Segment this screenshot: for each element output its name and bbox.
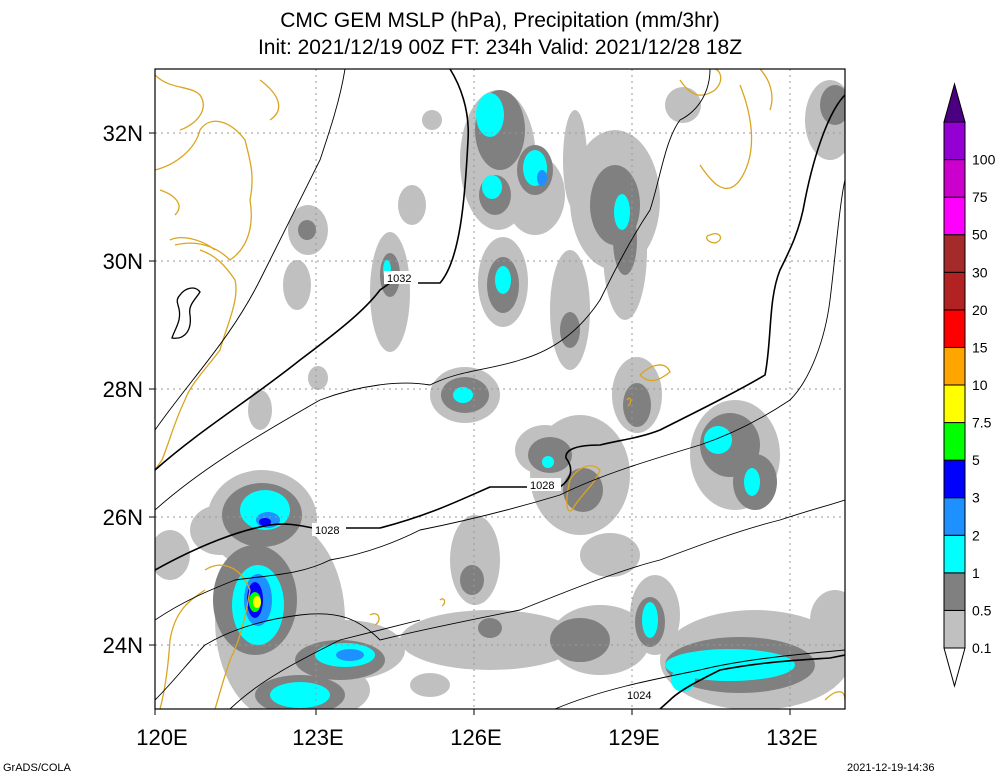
- colorbar-segment-3: [943, 534, 966, 574]
- map-area: 1032 1028 1028 1024: [155, 69, 845, 709]
- colorbar-label-2: 1: [972, 565, 980, 581]
- colorbar-label-12: 75: [972, 189, 988, 205]
- colorbar-segment-11: [943, 234, 966, 273]
- lon-label-120e: 120E: [136, 725, 187, 750]
- colorbar-segment-5: [943, 459, 966, 499]
- colorbar-segment-8: [943, 346, 966, 386]
- colorbar-label-0: 0.1: [972, 640, 992, 656]
- colorbar-label-9: 20: [972, 302, 988, 318]
- colorbar: [943, 82, 966, 688]
- precip-1mm: [232, 93, 795, 708]
- colorbar-segment-7: [943, 384, 966, 424]
- lon-labels: 120E 123E 126E 129E 132E: [136, 725, 817, 750]
- isobar-label-1032: 1032: [387, 273, 411, 285]
- isobars: [155, 69, 845, 709]
- colorbar-label-11: 50: [972, 227, 988, 243]
- colorbar-labels: 0.1 0.5 1 2 3 5 7.5 10 15 20 30 50 75 100: [972, 152, 996, 656]
- lat-label-30n: 30N: [103, 249, 143, 274]
- isobar-label-1028-west: 1028: [315, 525, 339, 537]
- lon-label-126e: 126E: [450, 725, 501, 750]
- colorbar-segment-12: [943, 196, 966, 236]
- lat-label-24n: 24N: [103, 633, 143, 658]
- colorbar-label-7: 10: [972, 377, 988, 393]
- lat-label-28n: 28N: [103, 377, 143, 402]
- colorbar-label-4: 3: [972, 490, 980, 506]
- precip-7mm: [253, 596, 261, 608]
- footer-credit: GrADS/COLA: [3, 762, 71, 774]
- colorbar-segment-14: [943, 121, 966, 161]
- isobar-label-1024: 1024: [627, 690, 651, 702]
- lat-labels: 32N 30N 28N 26N 24N: [103, 121, 143, 658]
- colorbar-segment-0: [943, 647, 966, 688]
- colorbar-segment-10: [943, 271, 966, 311]
- colorbar-segment-6: [943, 422, 966, 461]
- colorbar-segment-top: [943, 82, 966, 123]
- colorbar-label-10: 30: [972, 264, 988, 280]
- lon-label-123e: 123E: [292, 725, 343, 750]
- colorbar-label-5: 5: [972, 452, 980, 468]
- lon-label-129e: 129E: [608, 725, 659, 750]
- chart-title: CMC GEM MSLP (hPa), Precipitation (mm/3h…: [280, 9, 720, 32]
- chart-subtitle: Init: 2021/12/19 00Z FT: 234h Valid: 202…: [257, 36, 743, 59]
- footer-timestamp: 2021-12-19-14:36: [847, 762, 935, 774]
- colorbar-label-6: 7.5: [972, 415, 992, 431]
- isobar-label-1028-east: 1028: [530, 480, 554, 492]
- isobar-labels: 1032 1028 1028 1024: [312, 271, 658, 702]
- colorbar-segment-4: [943, 497, 966, 536]
- lat-label-32n: 32N: [103, 121, 143, 146]
- colorbar-segment-13: [943, 159, 966, 198]
- axis-ticks: [149, 132, 791, 715]
- lat-label-26n: 26N: [103, 505, 143, 530]
- colorbar-label-8: 15: [972, 339, 988, 355]
- coastlines: [155, 69, 845, 709]
- lon-label-132e: 132E: [766, 725, 817, 750]
- colorbar-segment-1: [943, 609, 966, 649]
- colorbar-label-13: 100: [972, 152, 996, 168]
- colorbar-label-3: 2: [972, 527, 980, 543]
- colorbar-segment-9: [943, 309, 966, 348]
- island-outline: [171, 287, 201, 339]
- colorbar-segment-2: [943, 572, 966, 611]
- colorbar-label-1: 0.5: [972, 602, 992, 618]
